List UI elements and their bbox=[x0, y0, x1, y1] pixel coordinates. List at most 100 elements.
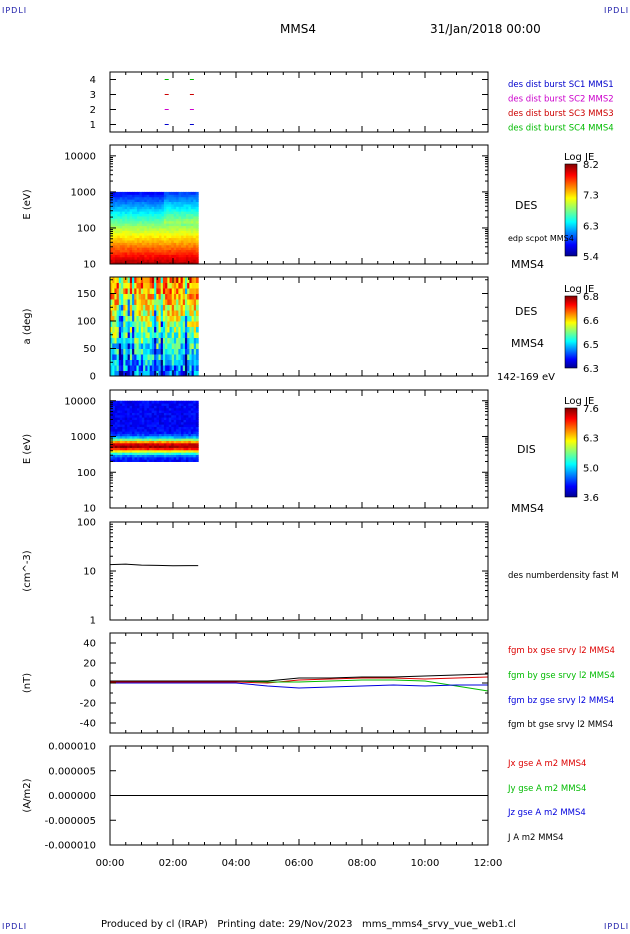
des-energy-cell bbox=[154, 251, 158, 255]
des-pitch-cell bbox=[171, 299, 175, 305]
des-energy-cell bbox=[159, 220, 162, 224]
des-pitch-cell bbox=[134, 326, 137, 333]
dis-energy-cell bbox=[195, 419, 199, 423]
des-energy-cell bbox=[110, 199, 113, 203]
dis-energy-cell bbox=[134, 419, 138, 423]
dis-energy-cell bbox=[144, 417, 148, 420]
dis-energy-cell bbox=[117, 452, 121, 455]
dis-energy-cell bbox=[190, 431, 194, 434]
des-pitch-cell bbox=[127, 337, 131, 344]
des-energy-cell bbox=[193, 227, 197, 231]
corner-mark-bottom-left: IPDLI bbox=[2, 922, 28, 931]
des-energy-cell bbox=[154, 218, 158, 222]
des-pitch-cell bbox=[154, 354, 157, 360]
des-pitch-cell bbox=[138, 343, 142, 349]
des-pitch-cell bbox=[191, 343, 195, 349]
des-pitch-cell bbox=[154, 310, 157, 316]
dis-energy-cell bbox=[114, 440, 118, 444]
des-energy-cell bbox=[114, 256, 118, 260]
des-pitch-cell bbox=[127, 354, 131, 360]
des-pitch-cell bbox=[167, 337, 171, 344]
dis-energy-cell bbox=[168, 431, 172, 434]
des-pitch-cell bbox=[184, 304, 188, 311]
des-energy-cell bbox=[193, 251, 197, 255]
des-pitch-cell bbox=[143, 348, 146, 355]
dis-energy-cell bbox=[163, 447, 167, 451]
des-energy-cell bbox=[134, 251, 138, 255]
dis-energy-cell bbox=[193, 410, 197, 413]
dis-energy-cell bbox=[178, 431, 182, 434]
des-energy-cell bbox=[181, 203, 184, 207]
des-pitch-cell bbox=[138, 354, 142, 360]
des-pitch-cell bbox=[165, 310, 168, 316]
des-energy-cell bbox=[139, 206, 143, 210]
des-pitch-cell bbox=[195, 321, 199, 327]
dis-energy-cell bbox=[129, 428, 133, 432]
des-pitch-cell bbox=[121, 370, 124, 377]
dis-energy-cell bbox=[144, 412, 148, 416]
dis-energy-cell bbox=[163, 410, 167, 413]
dis-energy-cell bbox=[134, 454, 138, 458]
dis-energy-cell bbox=[161, 433, 165, 437]
des-pitch-cell bbox=[173, 370, 177, 377]
dis-energy-cell bbox=[146, 419, 150, 423]
des-energy-cell bbox=[156, 235, 160, 239]
des-energy-cell bbox=[190, 191, 194, 195]
des-energy-cell bbox=[188, 194, 192, 198]
dis-energy-cell bbox=[112, 435, 116, 439]
des-pitch-cell bbox=[127, 304, 131, 311]
des-energy-cell bbox=[144, 254, 148, 258]
des-pitch-cell bbox=[151, 348, 155, 355]
dis-energy-cell bbox=[171, 438, 175, 441]
des-energy-cell bbox=[110, 213, 113, 217]
des-pitch-cell bbox=[178, 337, 182, 344]
dis-energy-cell bbox=[110, 412, 113, 416]
des-energy-cell bbox=[132, 259, 135, 263]
des-energy-cell bbox=[190, 247, 194, 251]
des-energy-cell bbox=[139, 218, 143, 222]
des-energy-cell bbox=[163, 211, 167, 215]
dis-energy-cell bbox=[139, 449, 143, 453]
des-pitch-cell bbox=[167, 277, 171, 283]
dis-energy-cell bbox=[129, 417, 133, 420]
dis-energy-cell bbox=[124, 440, 128, 444]
des-pitch-cell bbox=[147, 282, 151, 289]
des-energy-cell bbox=[166, 237, 170, 241]
dis-energy-cell bbox=[154, 438, 158, 441]
dis-energy-cell bbox=[119, 454, 123, 458]
des-energy-cell bbox=[178, 223, 182, 227]
des-pitch-cell bbox=[167, 321, 171, 327]
des-energy-cell bbox=[188, 227, 192, 231]
des-energy-cell bbox=[151, 215, 155, 219]
des-pitch-cell bbox=[182, 343, 186, 349]
des-pitch-cell bbox=[127, 277, 131, 283]
dis-energy-cell bbox=[139, 414, 143, 418]
dis-energy-cell bbox=[159, 421, 162, 425]
des-pitch-cell bbox=[145, 310, 148, 316]
dis-energy-cell bbox=[117, 440, 121, 444]
dis-energy-cell bbox=[185, 452, 189, 455]
dis-energy-cell bbox=[161, 424, 165, 427]
des-energy-cell bbox=[185, 235, 189, 239]
des-energy-cell bbox=[141, 239, 145, 243]
des-energy-cell bbox=[132, 213, 135, 217]
des-pitch-cell bbox=[187, 359, 190, 366]
dis-energy-cell bbox=[132, 433, 135, 437]
dis-energy-cell bbox=[134, 426, 138, 430]
des-energy-cell bbox=[149, 199, 153, 203]
des-pitch-cell bbox=[189, 293, 193, 300]
des-pitch-cell bbox=[151, 321, 155, 327]
des-energy-cell bbox=[114, 239, 118, 243]
des-pitch-cell bbox=[191, 277, 195, 283]
dis-energy-cell bbox=[195, 400, 199, 404]
des-energy-cell bbox=[181, 191, 184, 195]
dis-energy-cell bbox=[127, 403, 131, 406]
des-pitch-cell bbox=[171, 315, 175, 322]
des-energy-cell bbox=[110, 218, 113, 222]
des-pitch-cell bbox=[151, 299, 155, 305]
des-energy-cell bbox=[181, 232, 184, 236]
des-energy-cell bbox=[193, 203, 197, 207]
des-pitch-cell bbox=[173, 299, 177, 305]
dis-energy-cell bbox=[161, 459, 165, 462]
dis-energy-cell bbox=[154, 426, 158, 430]
